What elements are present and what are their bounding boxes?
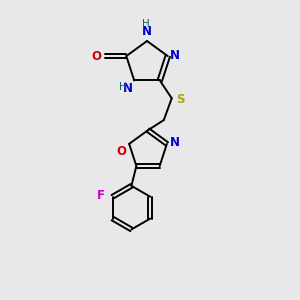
Text: O: O <box>116 145 126 158</box>
Text: O: O <box>92 50 101 63</box>
Text: N: N <box>123 82 133 95</box>
Text: N: N <box>170 136 180 149</box>
Text: F: F <box>97 189 105 202</box>
Text: N: N <box>142 25 152 38</box>
Text: N: N <box>170 49 180 62</box>
Text: H: H <box>142 19 150 29</box>
Text: H: H <box>119 82 127 92</box>
Text: S: S <box>176 93 184 106</box>
